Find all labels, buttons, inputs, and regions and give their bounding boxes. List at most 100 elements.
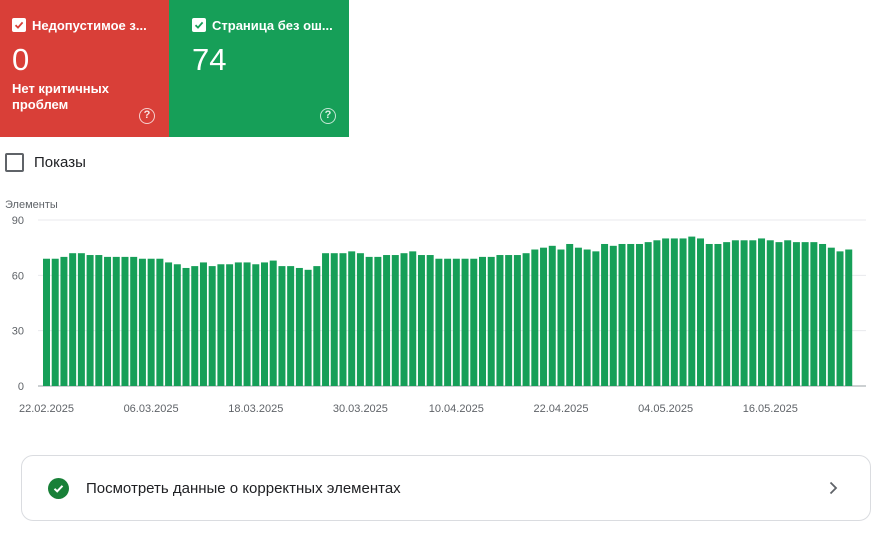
chart-bar[interactable] <box>356 253 364 386</box>
chart-bar[interactable] <box>758 238 766 386</box>
chart-bar[interactable] <box>138 258 146 386</box>
chart-bar[interactable] <box>234 262 242 386</box>
chart-bar[interactable] <box>287 266 295 386</box>
chart-bar[interactable] <box>540 247 548 386</box>
chart-bar[interactable] <box>226 264 234 386</box>
chart-bar[interactable] <box>635 243 643 386</box>
chart-bar[interactable] <box>618 243 626 386</box>
chart-bar[interactable] <box>104 256 112 386</box>
chart-bar[interactable] <box>513 255 521 386</box>
chart-bar[interactable] <box>731 240 739 386</box>
chart-bar[interactable] <box>182 267 190 386</box>
chart-bar[interactable] <box>487 256 495 386</box>
error-status-card[interactable]: Недопустимое з... 0 Нет критичных пробле… <box>0 0 169 137</box>
chart-bar[interactable] <box>714 243 722 386</box>
chart-bar[interactable] <box>217 264 225 386</box>
chart-bar[interactable] <box>723 242 731 386</box>
chart-bar[interactable] <box>792 242 800 386</box>
chart-bar[interactable] <box>496 255 504 386</box>
chart-bar[interactable] <box>330 253 338 386</box>
chart-bar[interactable] <box>784 240 792 386</box>
chart-bar[interactable] <box>243 262 251 386</box>
chart-bar[interactable] <box>86 255 94 386</box>
chart-bar[interactable] <box>51 258 59 386</box>
chart-bar[interactable] <box>566 243 574 386</box>
chart-bar[interactable] <box>548 245 556 386</box>
chart-bar[interactable] <box>557 249 565 386</box>
chart-bar[interactable] <box>173 264 181 386</box>
chart-bar[interactable] <box>810 242 818 386</box>
chart-bar[interactable] <box>304 269 312 386</box>
chart-bar[interactable] <box>426 255 434 386</box>
chart-bar[interactable] <box>740 240 748 386</box>
chart-bar[interactable] <box>409 251 417 386</box>
chart-bar[interactable] <box>697 238 704 386</box>
chart-bar[interactable] <box>156 258 164 386</box>
chart-bar[interactable] <box>574 247 582 386</box>
chart-bar[interactable] <box>531 249 539 386</box>
chart-bar[interactable] <box>522 253 530 386</box>
chart-bar[interactable] <box>766 240 774 386</box>
chart-bar[interactable] <box>609 245 617 386</box>
chart-bar[interactable] <box>688 236 696 386</box>
chart-bar[interactable] <box>295 267 303 386</box>
chart-bar[interactable] <box>644 242 652 386</box>
chart-bar[interactable] <box>130 256 138 386</box>
chart-bar[interactable] <box>348 251 356 386</box>
chart-bar[interactable] <box>670 238 678 386</box>
chart-bar[interactable] <box>627 243 635 386</box>
chart-bar[interactable] <box>43 258 50 386</box>
chart-bar[interactable] <box>592 251 600 386</box>
chart-bar[interactable] <box>845 249 853 386</box>
chart-bar[interactable] <box>199 262 207 386</box>
chart-bar[interactable] <box>400 253 408 386</box>
chart-bar[interactable] <box>479 256 486 386</box>
chart-bar[interactable] <box>583 249 591 386</box>
chart-bar[interactable] <box>121 256 129 386</box>
chart-bar[interactable] <box>470 258 478 386</box>
chart-bar[interactable] <box>313 266 321 386</box>
view-valid-items-link[interactable]: Посмотреть данные о корректных элементах <box>21 455 871 521</box>
impressions-toggle[interactable]: Показы <box>5 153 86 172</box>
chart-bar[interactable] <box>191 266 199 386</box>
chart-bar[interactable] <box>278 266 286 386</box>
chart-bar[interactable] <box>749 240 757 386</box>
chart-bar[interactable] <box>69 253 77 386</box>
chart-bar[interactable] <box>365 256 373 386</box>
chart-bar[interactable] <box>383 255 391 386</box>
valid-status-card[interactable]: Страница без ош... 74 ? <box>169 0 349 137</box>
chart-bar[interactable] <box>679 238 687 386</box>
chart-bar[interactable] <box>819 243 827 386</box>
chart-bar[interactable] <box>60 256 68 386</box>
chart-bar[interactable] <box>374 256 382 386</box>
chart-bar[interactable] <box>662 238 670 386</box>
chart-bar[interactable] <box>705 243 713 386</box>
chart-bar[interactable] <box>208 266 216 386</box>
chart-bar[interactable] <box>452 258 460 386</box>
chart-bar[interactable] <box>112 256 120 386</box>
chart-bar[interactable] <box>322 253 330 386</box>
chart-bar[interactable] <box>261 262 268 386</box>
chart-bar[interactable] <box>435 258 443 386</box>
chart-bar[interactable] <box>269 260 277 386</box>
chart-bar[interactable] <box>339 253 347 386</box>
chart-bar[interactable] <box>801 242 809 386</box>
chart-bar[interactable] <box>165 262 173 386</box>
chart-bar[interactable] <box>601 243 609 386</box>
chart-bar[interactable] <box>836 251 844 386</box>
chart-bar[interactable] <box>391 255 399 386</box>
chart-bar[interactable] <box>461 258 469 386</box>
chart-bar[interactable] <box>505 255 513 386</box>
chart-bar[interactable] <box>147 258 155 386</box>
help-icon[interactable]: ? <box>320 108 336 124</box>
chart-bar[interactable] <box>653 240 661 386</box>
error-checkbox[interactable] <box>12 18 26 32</box>
chart-bar[interactable] <box>252 264 260 386</box>
chart-bar[interactable] <box>95 255 103 386</box>
valid-checkbox[interactable] <box>192 18 206 32</box>
chart-bar[interactable] <box>444 258 452 386</box>
chart-bar[interactable] <box>827 247 835 386</box>
help-icon[interactable]: ? <box>139 108 155 124</box>
impressions-checkbox[interactable] <box>5 153 24 172</box>
chart-bar[interactable] <box>775 242 783 386</box>
